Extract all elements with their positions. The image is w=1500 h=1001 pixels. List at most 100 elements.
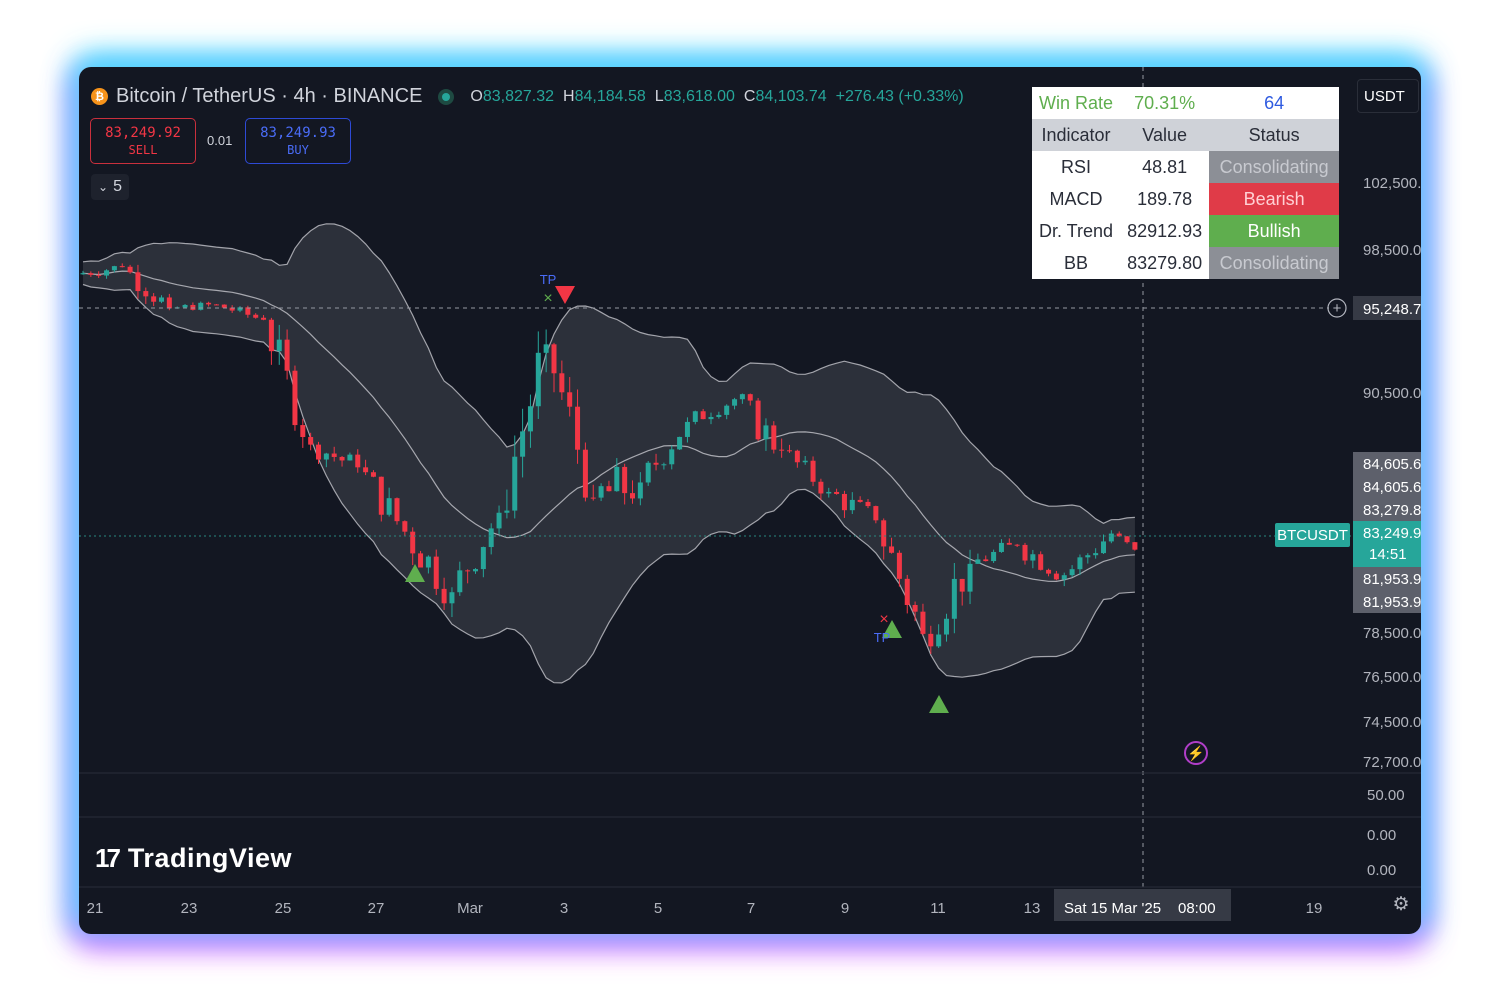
header-indicator: Indicator <box>1032 119 1121 151</box>
bollinger-middle <box>82 270 1135 583</box>
candle-body <box>355 454 361 468</box>
candle-body <box>637 482 643 499</box>
candle-body <box>967 563 973 592</box>
candle-body <box>794 450 800 463</box>
candle-body <box>308 437 314 445</box>
price-tag-label: 81,953.9 <box>1363 594 1421 611</box>
price-tag-label: 83,249.9 <box>1363 525 1421 542</box>
candle-body <box>80 273 86 275</box>
high-value: 84,184.58 <box>574 87 646 105</box>
candle-body <box>724 405 730 415</box>
candle-body <box>802 460 808 463</box>
trend-indicator: Dr. Trend <box>1032 215 1121 247</box>
stop-loss-hit-icon: × <box>879 611 888 628</box>
candle-body <box>465 570 471 572</box>
crosshair-price-bg <box>1353 296 1421 320</box>
candle-body <box>606 486 612 492</box>
buy-button[interactable]: 83,249.93 BUY <box>245 118 351 164</box>
symbol-price-tag: BTCUSDT <box>1275 523 1350 547</box>
price-tick-label: 74,500.0 <box>1363 714 1421 731</box>
settings-icon[interactable]: ⚙ <box>1392 894 1410 915</box>
candle-body <box>261 317 267 320</box>
candle-body <box>614 466 620 492</box>
candle-body <box>276 339 282 352</box>
candle-body <box>143 291 149 297</box>
candle-body <box>88 273 94 275</box>
candle-body <box>559 373 565 393</box>
order-quantity[interactable]: 0.01 <box>207 133 233 148</box>
candle-body <box>826 491 832 494</box>
tradingview-logo: 17 TradingView <box>95 843 292 874</box>
sell-price: 83,249.92 <box>105 125 181 141</box>
price-tag-label: 81,953.9 <box>1363 571 1421 588</box>
candle-body <box>480 547 486 570</box>
candle-body <box>684 421 690 437</box>
candle-body <box>716 414 722 417</box>
candle-body <box>834 491 840 494</box>
candle-body <box>1108 533 1114 542</box>
price-tag-bg <box>1353 498 1421 521</box>
candle-body <box>1116 533 1122 537</box>
symbol-title[interactable]: Bitcoin / TetherUS · 4h · BINANCE <box>116 85 423 107</box>
chevron-down-icon: ⌄ <box>98 180 109 194</box>
sell-signal-marker <box>555 286 575 304</box>
candle-body <box>339 456 345 461</box>
candle-body <box>473 569 478 572</box>
market-status-icon[interactable] <box>438 88 455 105</box>
change-value: +276.43 (+0.33%) <box>835 87 964 105</box>
candle-body <box>347 454 353 461</box>
candle-body <box>857 499 863 502</box>
candle-body <box>386 498 392 515</box>
candle-body <box>151 296 157 302</box>
candle-body <box>135 272 141 292</box>
indicators-toggle[interactable]: ⌄ 5 <box>91 174 129 200</box>
time-tick-label: 25 <box>275 900 292 917</box>
indicator-stats-table: Win Rate 70.31% 64 Indicator Value Statu… <box>1032 87 1339 279</box>
candle-body <box>229 307 235 311</box>
time-tick-label: 21 <box>87 900 104 917</box>
rsi-value: 48.81 <box>1120 151 1210 183</box>
trend-status: Bullish <box>1209 215 1339 247</box>
buy-signal-marker <box>405 564 425 582</box>
price-tag-bg <box>1353 590 1421 613</box>
candle-body <box>119 266 125 268</box>
candle-body <box>1124 536 1130 543</box>
lightning-icon[interactable]: ⚡ <box>1184 741 1208 765</box>
candle-body <box>331 453 337 457</box>
candle-body <box>645 462 651 483</box>
candle-body <box>677 436 683 450</box>
time-tick-label: Mar <box>457 900 483 917</box>
time-tick-label: 11 <box>930 900 946 917</box>
trend-value: 82912.93 <box>1120 215 1210 247</box>
candle-body <box>527 406 533 432</box>
candle-body <box>928 633 934 647</box>
price-tag-label: 84,605.6 <box>1363 479 1421 496</box>
candle-body <box>1046 569 1052 574</box>
crosshair-price-label: 95,248.7 <box>1363 301 1421 318</box>
crosshair-date-label: Sat 15 Mar '25 <box>1064 900 1161 917</box>
candle-body <box>1061 575 1067 580</box>
candle-body <box>959 578 965 592</box>
price-tag-bg <box>1353 452 1421 475</box>
price-tick-label: 90,500.0 <box>1363 385 1421 402</box>
candle-body <box>983 559 989 562</box>
candle-body <box>747 394 753 401</box>
price-chart[interactable]: TP × TP × 102,500.0 98,500.0 90,500.0 78,500.0 7… <box>79 67 1421 934</box>
sell-button[interactable]: 83,249.92 SELL <box>90 118 196 164</box>
time-tick-label: 19 <box>1306 900 1323 917</box>
currency-selector[interactable]: USDT <box>1357 79 1419 113</box>
candle-body <box>936 634 942 647</box>
candle-body <box>253 314 259 318</box>
price-tag-bg <box>1353 521 1421 567</box>
bb-indicator: BB <box>1032 247 1121 279</box>
candle-body <box>410 531 416 554</box>
candle-body <box>1093 553 1099 556</box>
candle-body <box>912 605 918 612</box>
candle-body <box>1085 555 1091 558</box>
candle-body <box>190 304 196 310</box>
buy-signal-marker <box>929 695 949 713</box>
buy-signal-marker <box>882 620 902 638</box>
candle-body <box>370 472 376 477</box>
candle-body <box>889 546 895 553</box>
candle-body <box>810 460 816 482</box>
